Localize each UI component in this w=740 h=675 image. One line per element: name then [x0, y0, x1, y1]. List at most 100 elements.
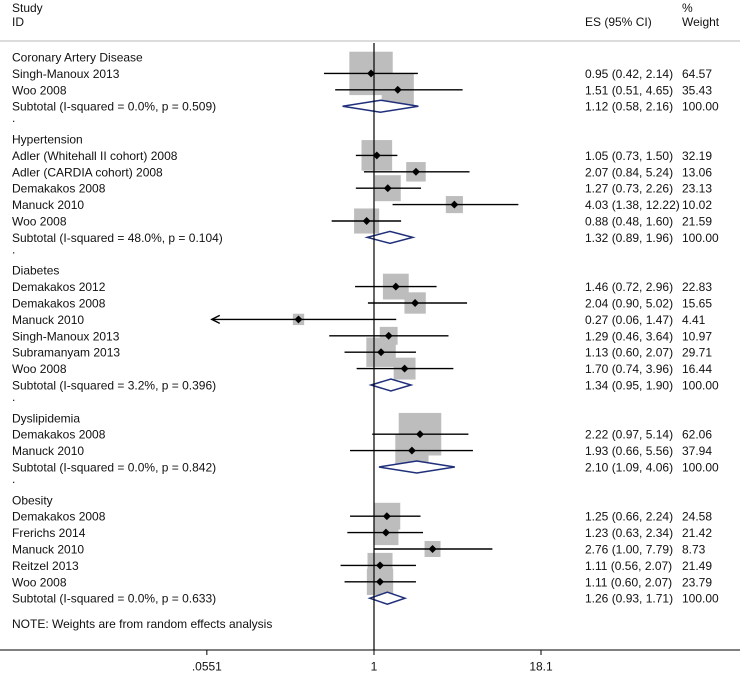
- study-es-ci: 1.51 (0.51, 4.65): [585, 83, 673, 97]
- study-weight: 13.06: [682, 165, 712, 179]
- study-es-ci: 1.29 (0.46, 3.64): [585, 329, 673, 343]
- study-es-ci: 1.93 (0.66, 5.56): [585, 444, 673, 458]
- study-weight: 23.13: [682, 182, 712, 196]
- study-weight: 4.41: [682, 313, 706, 327]
- study-weight: 62.06: [682, 428, 712, 442]
- subtotal-diamond: [367, 591, 408, 605]
- subtotal-es-ci: 1.26 (0.93, 1.71): [585, 592, 673, 606]
- subtotal-diamond: [378, 460, 455, 474]
- study-label: Manuck 2010: [12, 313, 84, 327]
- study-label: Demakakos 2008: [12, 510, 106, 524]
- subtotal-label: Subtotal (I-squared = 48.0%, p = 0.104): [12, 231, 223, 245]
- study-es-ci: 2.76 (1.00, 7.79): [585, 543, 673, 557]
- subtotal-weight: 100.00: [682, 379, 719, 393]
- header-weight-pct: %: [682, 1, 693, 15]
- subtotal-weight: 100.00: [682, 100, 719, 114]
- study-label: Frerichs 2014: [12, 526, 86, 540]
- study-label: Demakakos 2012: [12, 280, 106, 294]
- study-label: Adler (Whitehall II cohort) 2008: [12, 149, 178, 163]
- x-tick-label: 18.1: [529, 660, 553, 674]
- ci-arrow-left: [210, 314, 221, 325]
- study-es-ci: 2.07 (0.84, 5.24): [585, 165, 673, 179]
- study-weight: 8.73: [682, 543, 706, 557]
- study-weight: 10.97: [682, 329, 712, 343]
- study-es-ci: 1.27 (0.73, 2.26): [585, 182, 673, 196]
- study-es-ci: 0.27 (0.06, 1.47): [585, 313, 673, 327]
- footnote: NOTE: Weights are from random effects an…: [12, 617, 272, 631]
- group-heading: Diabetes: [12, 264, 59, 278]
- study-es-ci: 0.95 (0.42, 2.14): [585, 67, 673, 81]
- point-estimate: [407, 446, 416, 455]
- subtotal-es-ci: 1.32 (0.89, 1.96): [585, 231, 673, 245]
- study-label: Manuck 2010: [12, 198, 84, 212]
- point-estimate: [362, 217, 371, 225]
- study-label: Demakakos 2008: [12, 428, 106, 442]
- study-label: Singh-Manoux 2013: [12, 329, 120, 343]
- group-heading: Coronary Artery Disease: [12, 51, 143, 65]
- point-estimate: [428, 545, 437, 553]
- subtotal-diamond: [368, 378, 414, 392]
- subtotal-es-ci: 1.34 (0.95, 1.90): [585, 379, 673, 393]
- subtotal-label: Subtotal (I-squared = 0.0%, p = 0.633): [12, 592, 216, 606]
- point-estimate: [391, 282, 400, 291]
- study-label: Woo 2008: [12, 215, 67, 229]
- study-es-ci: 4.03 (1.38, 12.22): [585, 198, 680, 212]
- point-estimate: [384, 331, 393, 340]
- subtotal-diamond: [342, 99, 419, 113]
- group-heading: Hypertension: [12, 133, 83, 147]
- point-estimate: [294, 315, 303, 324]
- study-es-ci: 1.13 (0.60, 2.07): [585, 346, 673, 360]
- study-label: Reitzel 2013: [12, 559, 79, 573]
- header-study: Study: [12, 1, 43, 15]
- study-es-ci: 1.05 (0.73, 1.50): [585, 149, 673, 163]
- subtotal-weight: 100.00: [682, 461, 719, 475]
- study-label: Woo 2008: [12, 575, 67, 589]
- study-es-ci: 2.04 (0.90, 5.02): [585, 297, 673, 311]
- study-weight: 29.71: [682, 346, 712, 360]
- study-weight: 21.42: [682, 526, 712, 540]
- study-es-ci: 1.23 (0.63, 2.34): [585, 526, 673, 540]
- study-label: Woo 2008: [12, 362, 67, 376]
- study-weight: 21.49: [682, 559, 712, 573]
- study-label: Manuck 2010: [12, 543, 84, 557]
- study-label: Manuck 2010: [12, 444, 84, 458]
- point-estimate: [450, 200, 459, 209]
- subtotal-es-ci: 1.12 (0.58, 2.16): [585, 100, 673, 114]
- subtotal-label: Subtotal (I-squared = 0.0%, p = 0.842): [12, 461, 216, 475]
- point-estimate: [381, 528, 390, 537]
- study-label: Woo 2008: [12, 83, 67, 97]
- x-tick-label: 1: [371, 660, 378, 674]
- study-weight: 32.19: [682, 149, 712, 163]
- x-tick-label: .0551: [192, 660, 222, 674]
- study-label: Demakakos 2008: [12, 297, 106, 311]
- study-weight: 24.58: [682, 510, 712, 524]
- group-heading: Dyslipidemia: [12, 411, 80, 425]
- study-es-ci: 1.70 (0.74, 3.96): [585, 362, 673, 376]
- subtotal-diamond: [364, 230, 416, 245]
- study-weight: 64.57: [682, 67, 712, 81]
- point-estimate: [400, 364, 409, 373]
- point-estimate: [383, 184, 392, 193]
- group-separator-dot: .: [12, 390, 15, 404]
- study-label: Singh-Manoux 2013: [12, 67, 120, 81]
- study-label: Subramanyam 2013: [12, 346, 120, 360]
- group-separator-dot: .: [12, 242, 15, 256]
- study-weight: 37.94: [682, 444, 712, 458]
- header-id: ID: [12, 15, 24, 29]
- study-es-ci: 2.22 (0.97, 5.14): [585, 428, 673, 442]
- point-estimate: [372, 151, 381, 160]
- study-label: Demakakos 2008: [12, 182, 106, 196]
- point-estimate: [411, 167, 420, 176]
- study-es-ci: 1.25 (0.66, 2.24): [585, 510, 673, 524]
- header-weight: Weight: [682, 15, 720, 29]
- point-estimate: [382, 512, 391, 521]
- subtotal-weight: 100.00: [682, 231, 719, 245]
- study-weight: 16.44: [682, 362, 712, 376]
- subtotal-label: Subtotal (I-squared = 3.2%, p = 0.396): [12, 379, 216, 393]
- subtotal-weight: 100.00: [682, 592, 719, 606]
- point-estimate: [377, 348, 386, 357]
- study-weight: 15.65: [682, 297, 712, 311]
- study-weight: 10.02: [682, 198, 712, 212]
- study-es-ci: 1.46 (0.72, 2.96): [585, 280, 673, 294]
- group-heading: Obesity: [12, 493, 53, 507]
